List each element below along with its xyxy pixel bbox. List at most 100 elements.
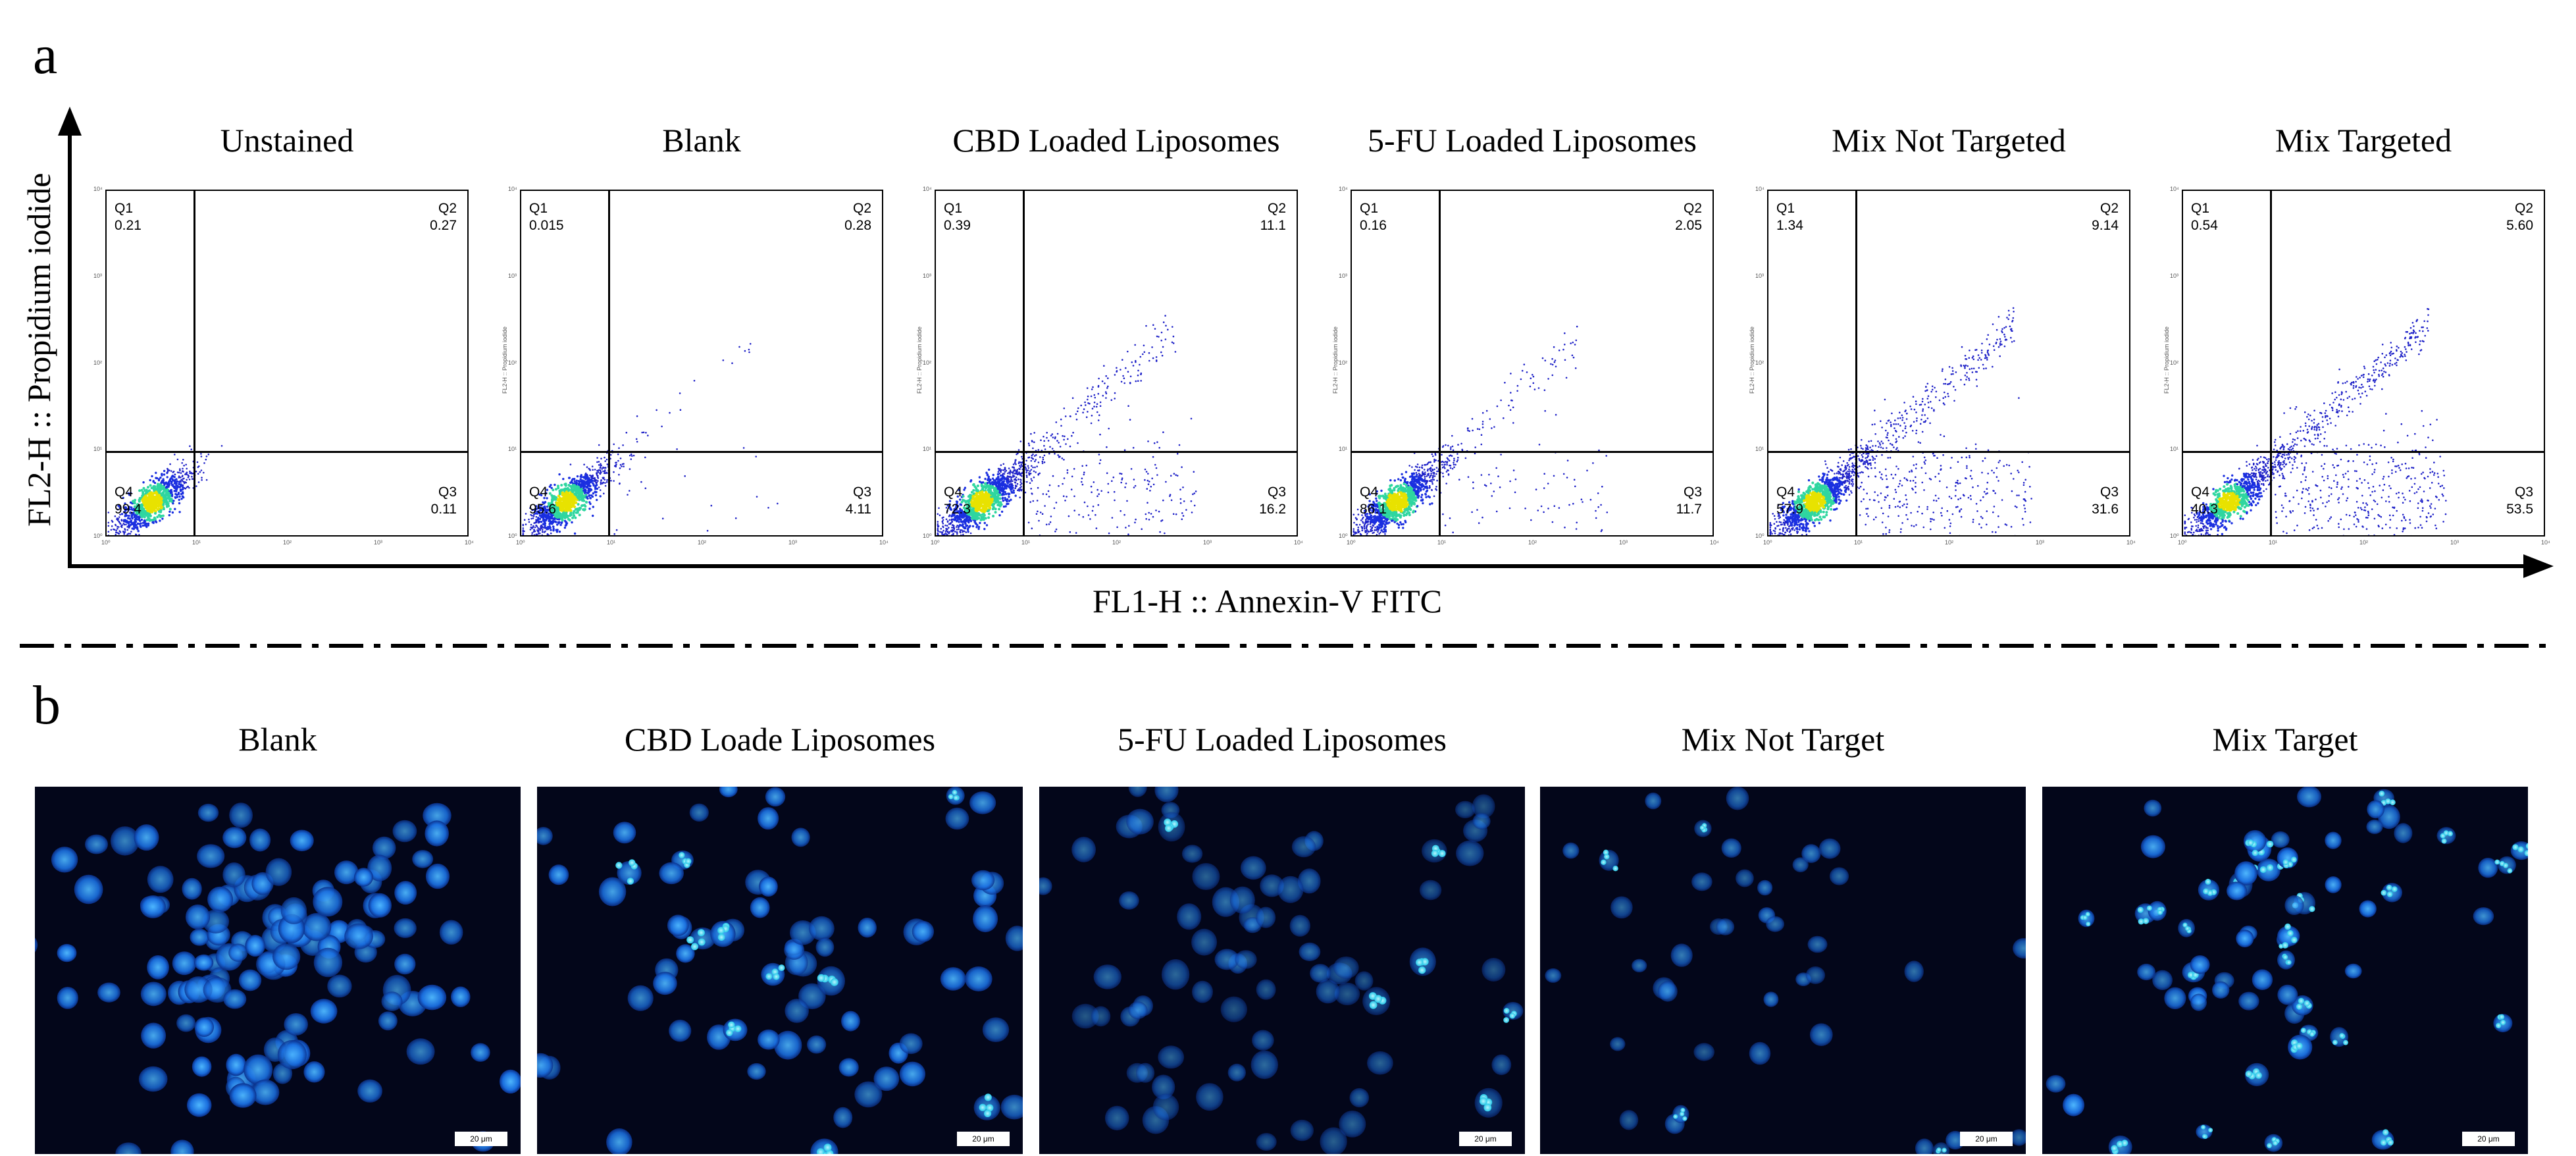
event-point xyxy=(1028,473,1031,475)
event-point xyxy=(170,484,174,486)
event-point xyxy=(1124,486,1126,488)
event-point xyxy=(1396,522,1399,525)
event-point xyxy=(550,532,552,535)
event-point xyxy=(1121,479,1123,481)
event-point xyxy=(147,486,149,489)
event-point xyxy=(998,469,1000,471)
event-point xyxy=(1353,535,1355,537)
event-point xyxy=(1444,524,1447,527)
event-point xyxy=(1032,453,1034,456)
event-point xyxy=(953,512,956,515)
event-point xyxy=(1433,468,1435,471)
event-point xyxy=(997,476,1000,479)
event-point xyxy=(568,477,571,479)
event-point xyxy=(581,479,584,482)
event-point xyxy=(1589,498,1592,501)
flow-plot-title: Blank xyxy=(662,122,741,159)
event-point xyxy=(942,534,944,535)
event-point xyxy=(540,535,542,537)
event-point xyxy=(128,506,131,508)
event-point xyxy=(118,530,121,532)
event-point xyxy=(1378,523,1381,526)
event-point xyxy=(115,533,117,535)
event-point xyxy=(1418,494,1420,497)
event-point xyxy=(1044,448,1046,450)
event-point xyxy=(991,485,994,488)
event-point xyxy=(983,497,987,500)
event-point xyxy=(987,475,990,478)
event-point xyxy=(1489,418,1491,420)
event-point xyxy=(1001,478,1004,481)
event-point xyxy=(1093,394,1096,396)
event-point xyxy=(1399,507,1403,510)
flow-plot-title: 5-FU Loaded Liposomes xyxy=(1368,122,1697,159)
event-point xyxy=(1537,387,1540,389)
event-point xyxy=(188,479,191,481)
event-point xyxy=(956,526,958,528)
event-point xyxy=(1144,468,1146,471)
event-point xyxy=(1016,469,1019,471)
event-point xyxy=(1055,502,1058,504)
event-point xyxy=(220,445,223,447)
event-point xyxy=(1140,380,1142,382)
event-point xyxy=(1027,469,1029,471)
event-point xyxy=(1532,382,1535,384)
y-tick-label: 10⁰ xyxy=(923,533,932,539)
event-point xyxy=(1365,527,1368,530)
quadrant-value: 11.1 xyxy=(1260,218,1286,234)
event-point xyxy=(203,462,205,464)
event-point xyxy=(1083,471,1085,473)
event-point xyxy=(998,497,1002,500)
event-point xyxy=(540,504,543,507)
event-point xyxy=(1357,526,1360,529)
event-point xyxy=(1423,469,1426,471)
event-point xyxy=(1422,485,1424,487)
event-point xyxy=(1374,520,1378,523)
event-point xyxy=(1000,464,1002,466)
event-point xyxy=(960,535,962,537)
event-point xyxy=(966,518,968,521)
event-point xyxy=(1119,472,1121,475)
event-point xyxy=(1435,473,1437,475)
event-point xyxy=(565,512,568,515)
event-point xyxy=(1410,502,1413,506)
event-point xyxy=(147,513,150,516)
event-point xyxy=(540,535,542,537)
event-point xyxy=(948,503,951,506)
event-point xyxy=(529,535,531,537)
event-point xyxy=(1116,367,1118,369)
event-point xyxy=(1352,531,1355,533)
event-point xyxy=(523,535,525,537)
event-point xyxy=(142,524,144,527)
event-point xyxy=(530,517,532,520)
event-point xyxy=(557,498,561,502)
event-point xyxy=(153,516,156,519)
event-point xyxy=(1399,521,1402,524)
event-point xyxy=(1382,531,1384,533)
event-point xyxy=(1382,520,1385,523)
event-point xyxy=(1018,478,1019,481)
event-point xyxy=(1551,357,1553,360)
event-point xyxy=(1062,434,1064,437)
event-point xyxy=(950,519,953,521)
event-point xyxy=(143,515,146,519)
event-point xyxy=(1014,459,1017,461)
event-point xyxy=(1490,483,1492,485)
event-point xyxy=(157,485,160,488)
event-point xyxy=(1093,481,1095,483)
event-point xyxy=(613,443,615,446)
event-point xyxy=(964,515,967,517)
event-point xyxy=(1569,535,1571,537)
event-point xyxy=(1445,461,1447,463)
event-point xyxy=(139,509,142,512)
event-point xyxy=(1478,522,1480,524)
event-point xyxy=(937,535,939,537)
event-point xyxy=(1353,535,1355,537)
event-point xyxy=(964,530,966,533)
event-point xyxy=(1403,514,1406,517)
event-point xyxy=(1555,365,1557,368)
event-point xyxy=(1433,495,1435,497)
event-point xyxy=(1029,501,1031,503)
event-point xyxy=(965,531,967,533)
event-point xyxy=(133,535,135,537)
